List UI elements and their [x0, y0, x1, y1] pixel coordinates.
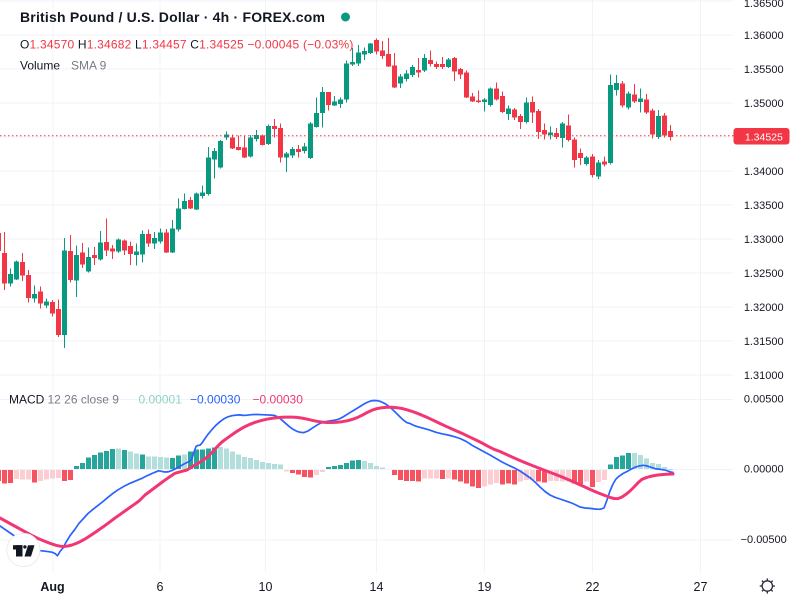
svg-text:−0.00030: −0.00030: [253, 392, 304, 406]
svg-text:1.34000: 1.34000: [744, 166, 784, 178]
svg-text:British Pound / U.S. Dollar ·: British Pound / U.S. Dollar · 4h · FOREX…: [20, 9, 325, 25]
svg-text:1.34525: 1.34525: [745, 131, 783, 143]
svg-text:12 26 close 9: 12 26 close 9: [48, 392, 120, 406]
svg-text:O1.34570 H1.34682 L1.34457 C1.: O1.34570 H1.34682 L1.34457 C1.34525 −0.0…: [20, 38, 354, 52]
svg-text:0.00001: 0.00001: [139, 392, 183, 406]
svg-text:Aug: Aug: [40, 580, 64, 594]
svg-text:14: 14: [370, 580, 384, 594]
svg-text:1.31500: 1.31500: [744, 336, 784, 348]
svg-text:1.36000: 1.36000: [744, 30, 784, 42]
svg-text:0.00500: 0.00500: [744, 393, 784, 405]
svg-text:1.32500: 1.32500: [744, 268, 784, 280]
svg-text:MACD: MACD: [9, 392, 45, 406]
svg-text:−0.00030: −0.00030: [190, 392, 241, 406]
svg-text:6: 6: [157, 580, 164, 594]
svg-text:Volume: Volume: [20, 58, 60, 72]
svg-text:1.36500: 1.36500: [744, 0, 784, 10]
svg-text:1.35500: 1.35500: [744, 64, 784, 76]
svg-text:10: 10: [259, 580, 273, 594]
svg-text:1.31000: 1.31000: [744, 370, 784, 382]
svg-text:0.00000: 0.00000: [744, 463, 784, 475]
svg-text:19: 19: [478, 580, 492, 594]
svg-text:1.33000: 1.33000: [744, 234, 784, 246]
svg-text:−0.00500: −0.00500: [741, 534, 787, 546]
svg-text:SMA 9: SMA 9: [71, 58, 107, 72]
svg-text:1.35000: 1.35000: [744, 98, 784, 110]
svg-text:1.32000: 1.32000: [744, 302, 784, 314]
svg-text:1.33500: 1.33500: [744, 200, 784, 212]
svg-text:22: 22: [586, 580, 600, 594]
svg-text:27: 27: [694, 580, 708, 594]
